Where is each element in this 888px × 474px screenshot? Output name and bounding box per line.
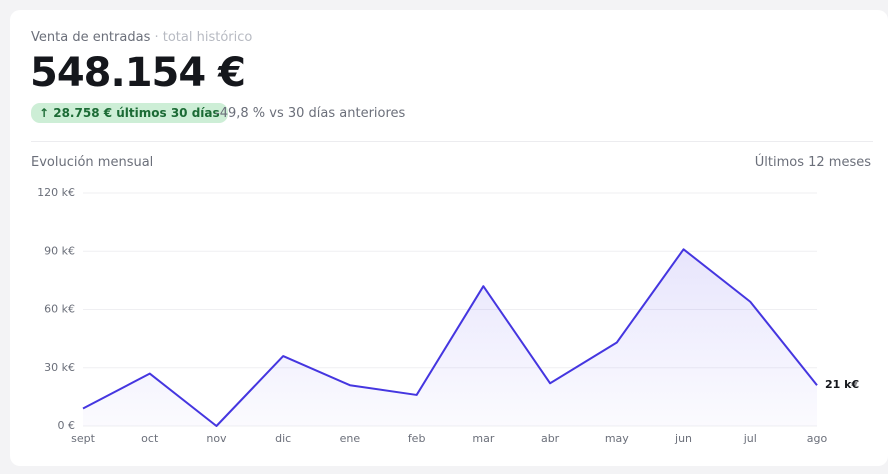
x-tick-label: feb [408, 432, 426, 445]
x-tick-label: abr [541, 432, 560, 445]
comparison: -49,8 % vs 30 días anteriores [215, 106, 406, 121]
y-tick-label: 60 k€ [44, 303, 75, 316]
badge-text: 28.758 € últimos 30 días [53, 106, 220, 120]
arrow-icon: ↑ [39, 106, 54, 120]
badge: ↑ 28.758 € últimos 30 días [31, 103, 228, 123]
chart-period: Últimos 12 meses [754, 155, 871, 170]
x-tick-label: dic [275, 432, 291, 445]
x-tick-label: ago [807, 432, 828, 445]
x-tick-label: oct [141, 432, 159, 445]
title-line: Venta de entradas · total histórico [31, 30, 252, 45]
y-tick-label: 120 k€ [37, 186, 75, 199]
y-tick-label: 0 € [58, 419, 76, 432]
x-tick-label: ene [340, 432, 361, 445]
subtitle: total histórico [162, 30, 253, 45]
x-tick-label: nov [206, 432, 227, 445]
y-tick-label: 90 k€ [44, 244, 75, 257]
title: Venta de entradas [31, 30, 151, 45]
total: 548.154 € [30, 50, 246, 96]
x-tick-label: jun [674, 432, 692, 445]
x-tick-label: jul [743, 432, 757, 445]
x-tick-label: may [605, 432, 629, 445]
divider [31, 141, 873, 142]
chart-title: Evolución mensual [31, 155, 154, 170]
value-label: 21 k€ [825, 378, 859, 391]
x-tick-label: mar [472, 432, 494, 445]
separator: · [150, 30, 163, 45]
area [83, 249, 817, 426]
line [82, 248, 818, 427]
y-tick-label: 30 k€ [44, 361, 75, 374]
x-tick-label: sept [71, 432, 95, 445]
